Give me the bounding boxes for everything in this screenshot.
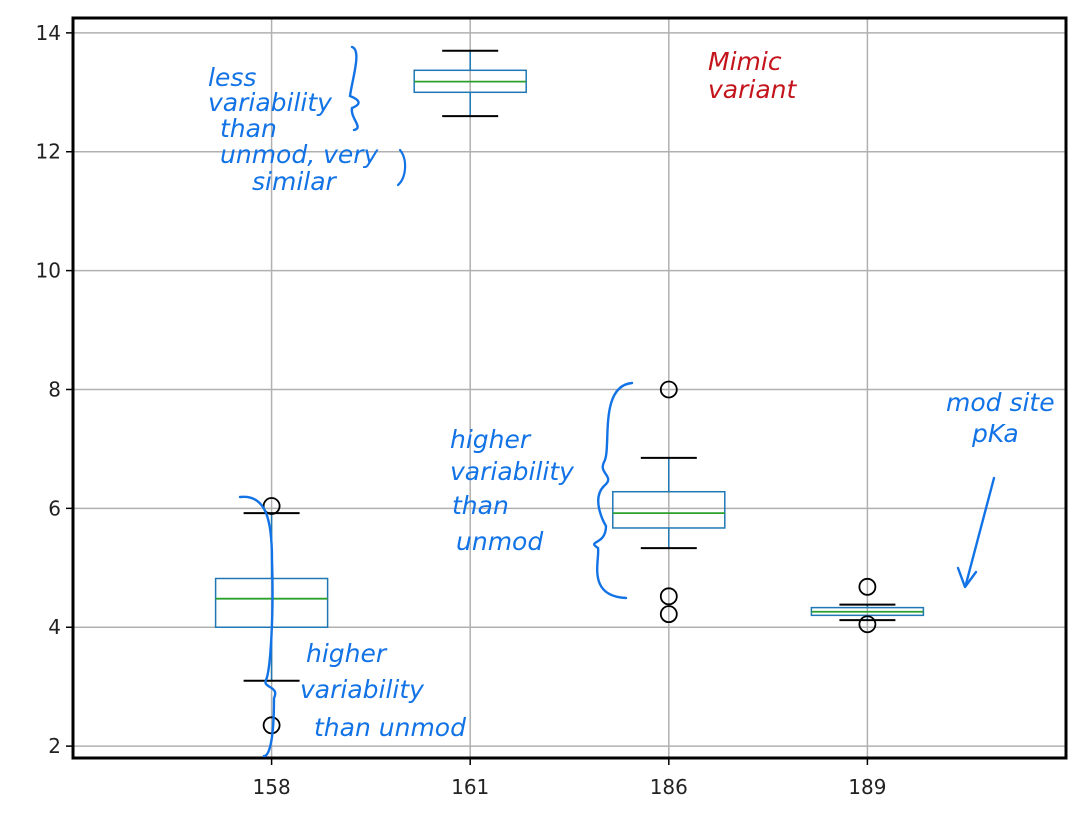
x-tick-label: 158 <box>253 775 291 799</box>
box-189 <box>810 577 925 634</box>
brace-186 <box>592 381 634 600</box>
annotation-line: mod site <box>946 388 1055 417</box>
annotation-less-variability: less variability than unmod, very simila… <box>208 63 386 196</box>
annotation-line: Mimic <box>708 47 782 76</box>
annotation-marks <box>238 45 996 758</box>
x-tick-label: 189 <box>848 775 886 799</box>
y-tick-label: 10 <box>36 259 61 283</box>
annotation-higher-variability-186: higher variability than unmod <box>450 425 582 556</box>
annotation-tail-mark <box>396 148 407 187</box>
y-tick-label: 14 <box>36 21 61 45</box>
annotation-line: than <box>452 491 509 520</box>
plot-frame <box>71 16 1068 760</box>
x-tick-label: 186 <box>650 775 688 799</box>
y-tick-label: 8 <box>48 377 61 401</box>
annotation-mod-site-pka: mod site pKa <box>946 388 1063 448</box>
y-tick-label: 6 <box>48 496 61 520</box>
annotation-higher-variability-158: higher variability than unmod <box>300 639 466 742</box>
y-tick-label: 2 <box>48 734 61 758</box>
y-tick-label: 12 <box>36 140 61 164</box>
annotation-line: than <box>220 114 277 143</box>
annotation-line: unmod, very <box>220 140 380 169</box>
annotation-line: higher <box>306 639 388 668</box>
box-161 <box>413 49 527 118</box>
arrow-189-shaft <box>964 476 996 586</box>
outlier-point <box>858 615 877 634</box>
y-tick-label: 4 <box>48 615 61 639</box>
box-186 <box>612 380 726 624</box>
x-axis: 158 161 186 189 <box>253 758 886 799</box>
annotation-line: similar <box>252 167 338 196</box>
annotation-line: variant <box>708 75 798 104</box>
outlier-point <box>659 587 678 606</box>
annotation-line: higher <box>450 425 532 454</box>
arrow-189-head <box>956 566 978 589</box>
outlier-point <box>659 605 678 624</box>
brace-158 <box>238 495 277 758</box>
annotation-line: variability <box>300 675 425 704</box>
annotation-line: unmod <box>456 527 543 556</box>
annotation-line: less <box>208 63 256 92</box>
annotation-line: pKa <box>971 419 1019 448</box>
annotation-line: variability <box>450 457 575 486</box>
outlier-point <box>659 380 678 399</box>
x-tick-label: 161 <box>451 775 489 799</box>
annotation-line: variability <box>208 88 333 117</box>
annotation-line: than unmod <box>314 713 466 742</box>
outlier-point <box>858 577 877 596</box>
y-axis: 2 4 6 8 10 12 14 <box>36 21 73 758</box>
annotation-mimic-variant: Mimic variant <box>708 47 798 104</box>
iqr-box <box>612 490 726 529</box>
brace-161 <box>348 45 360 132</box>
